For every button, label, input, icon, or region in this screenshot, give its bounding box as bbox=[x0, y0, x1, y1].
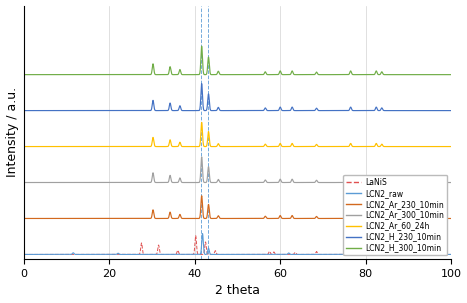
Legend: LaNiS, LCN2_raw, LCN2_Ar_230_10min, LCN2_Ar_300_10min, LCN2_Ar_60_24h, LCN2_H_23: LaNiS, LCN2_raw, LCN2_Ar_230_10min, LCN2… bbox=[343, 175, 447, 255]
Y-axis label: Intensity / a.u.: Intensity / a.u. bbox=[6, 87, 19, 178]
X-axis label: 2 theta: 2 theta bbox=[215, 285, 260, 298]
